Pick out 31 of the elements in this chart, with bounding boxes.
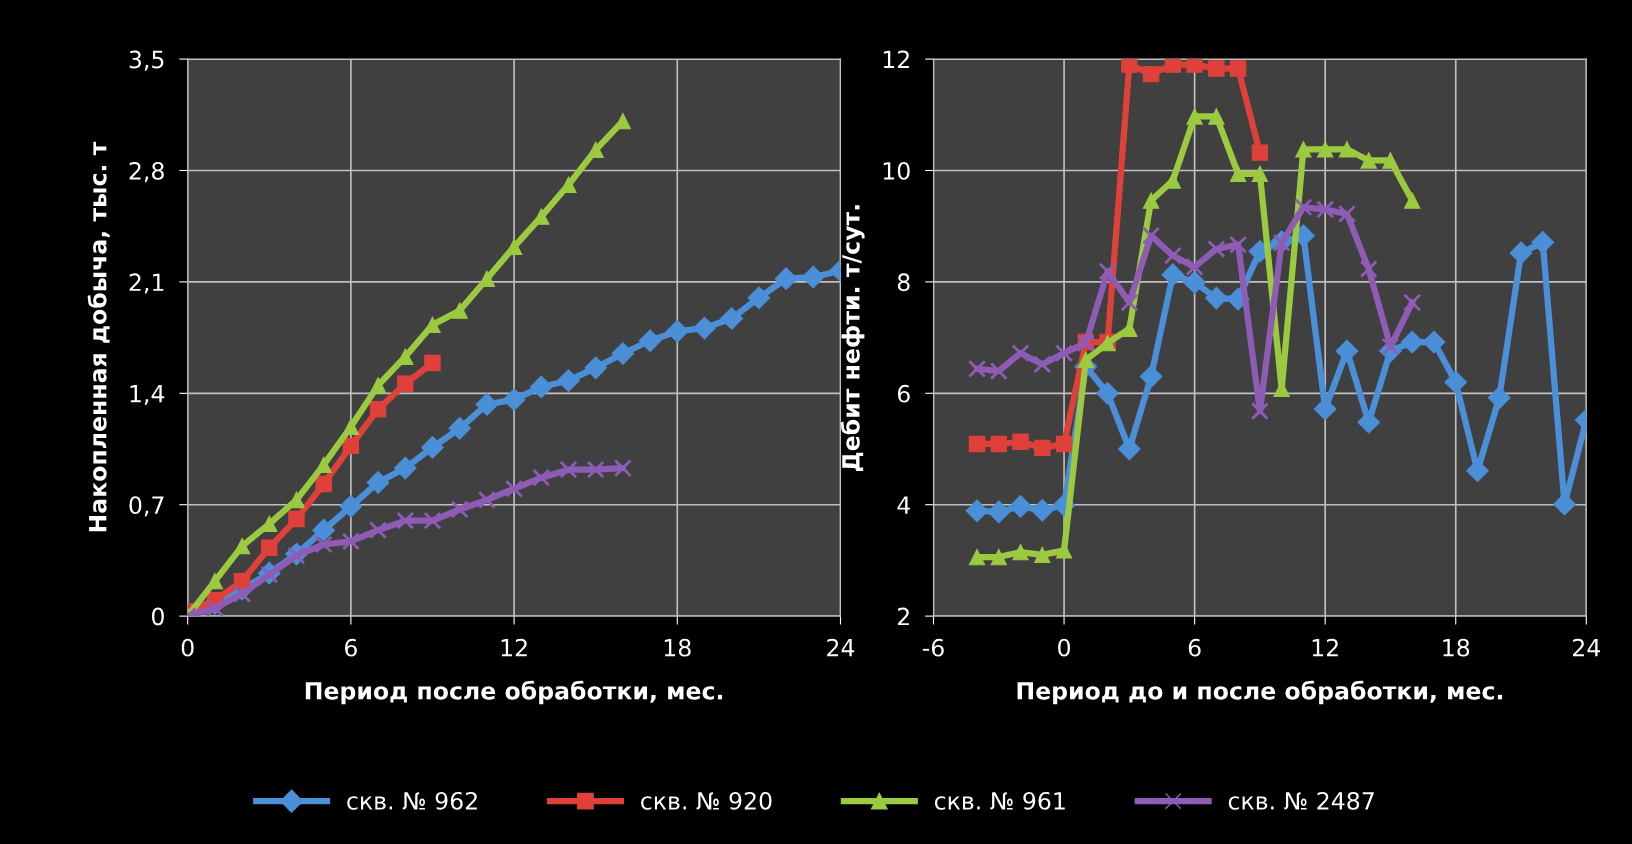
y-tick-label: 12 — [883, 50, 909, 69]
x-tick-label: 18 — [1443, 638, 1470, 657]
y-tick-label: 2,8 — [129, 161, 164, 183]
y-tick-label: 6 — [897, 384, 910, 403]
x-tick-label: 12 — [501, 638, 527, 657]
x-tick-label: 6 — [345, 638, 357, 657]
y-tick-label: 8 — [897, 273, 910, 292]
legend-label: скв. № 961 — [934, 791, 1065, 810]
x-tick-label: 24 — [1573, 638, 1600, 657]
x-tick-label: 0 — [181, 638, 194, 657]
x-axis-title: Период до и после обработки, мес. — [1017, 680, 1503, 705]
y-tick-label: 2,1 — [129, 273, 164, 294]
x-tick-label: -6 — [922, 638, 944, 657]
y-tick-label: 0 — [151, 607, 164, 626]
x-tick-label: 24 — [827, 638, 855, 657]
x-tick-label: 12 — [1312, 638, 1338, 657]
x-tick-label: 6 — [1188, 638, 1201, 657]
x-axis-title: Период после обработки, мес. — [305, 680, 723, 705]
y-tick-label: 2 — [897, 607, 909, 626]
legend-label: скв. № 962 — [347, 791, 477, 810]
y-tick-label: 3,5 — [129, 50, 164, 71]
y-tick-label: 0,7 — [129, 496, 164, 517]
x-tick-label: 0 — [1058, 638, 1071, 657]
y-axis-title: Накопленная добыча, тыс. т — [87, 141, 110, 532]
y-tick-label: 1,4 — [130, 385, 165, 406]
x-tick-label: 18 — [664, 638, 691, 657]
y-axis-title: Дебит нефти. т/сут. — [840, 205, 865, 471]
legend-label: скв. № 920 — [641, 791, 772, 810]
y-tick-label: 10 — [883, 161, 910, 180]
y-tick-label: 4 — [897, 496, 910, 514]
legend-label: скв. № 2487 — [1228, 791, 1374, 810]
